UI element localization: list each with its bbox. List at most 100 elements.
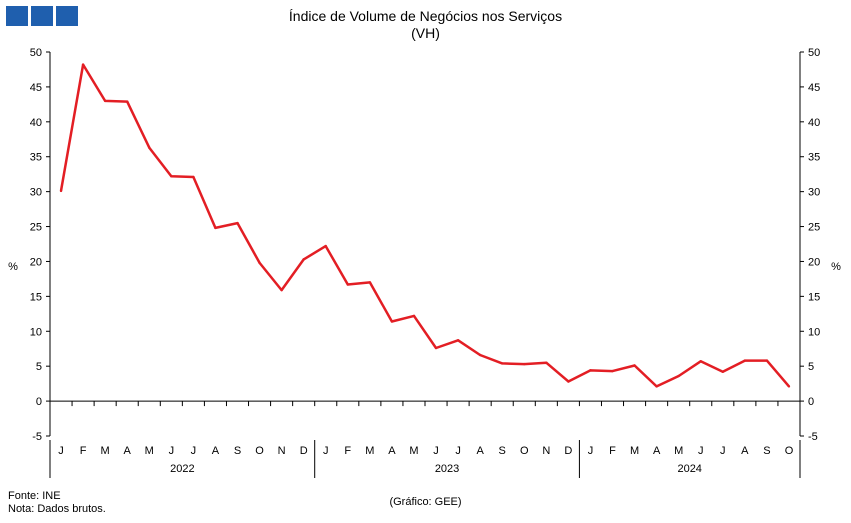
data-point (302, 258, 305, 261)
data-point (699, 360, 702, 363)
data-point (523, 362, 526, 366)
y-tick-label-right: 50 (808, 47, 820, 59)
y-tick-label-left: 40 (30, 117, 42, 129)
x-tick-label: O (255, 445, 264, 457)
data-point (765, 359, 769, 362)
y-tick-label-left: 5 (36, 361, 42, 373)
data-point (280, 288, 283, 292)
brand-logo (6, 6, 78, 26)
y-tick-label-right: 45 (808, 82, 820, 94)
data-point (633, 364, 636, 367)
logo-block (31, 6, 53, 26)
year-label: 2023 (435, 463, 459, 475)
x-tick-label: O (520, 445, 529, 457)
data-point (589, 369, 592, 372)
x-tick-label: M (674, 445, 683, 457)
y-tick-label-left: 30 (30, 187, 42, 199)
y-tick-label-right: 5 (808, 361, 814, 373)
x-tick-label: M (145, 445, 154, 457)
x-tick-label: J (323, 445, 329, 457)
x-tick-label: J (720, 445, 726, 457)
data-point (478, 353, 482, 357)
logo-block (56, 6, 78, 26)
data-point (721, 370, 724, 373)
y-axis-label-right: % (831, 261, 841, 273)
x-tick-label: M (365, 445, 374, 457)
x-tick-label: F (80, 445, 87, 457)
x-tick-label: A (653, 445, 661, 457)
chart-title: Índice de Volume de Negócios nos Serviço… (288, 8, 563, 24)
data-point (545, 361, 548, 364)
x-tick-label: F (609, 445, 616, 457)
x-tick-label: S (234, 445, 241, 457)
data-point (258, 261, 261, 265)
year-label: 2024 (677, 463, 701, 475)
x-tick-label: J (191, 445, 197, 457)
x-tick-label: N (278, 445, 286, 457)
y-tick-label-left: 35 (30, 152, 42, 164)
x-tick-label: M (409, 445, 418, 457)
data-point (434, 346, 438, 350)
data-point (743, 359, 747, 362)
data-point (412, 314, 416, 318)
logo-block (6, 6, 28, 26)
x-tick-label: A (388, 445, 396, 457)
y-tick-label-left: 25 (30, 222, 42, 234)
y-tick-label-right: 10 (808, 326, 820, 338)
y-tick-label-left: 15 (30, 291, 42, 303)
x-tick-label: D (564, 445, 572, 457)
x-tick-label: M (101, 445, 110, 457)
source-note: Fonte: INE (8, 490, 61, 502)
data-point (787, 385, 791, 388)
data-point (148, 146, 151, 149)
y-tick-label-left: 0 (36, 396, 42, 408)
data-point (567, 380, 570, 383)
x-tick-label: J (169, 445, 175, 457)
x-tick-label: F (344, 445, 351, 457)
data-point (103, 99, 107, 103)
data-point (192, 175, 195, 179)
x-tick-label: J (433, 445, 439, 457)
x-tick-label: S (763, 445, 770, 457)
chart-credit: (Gráfico: GEE) (389, 496, 462, 508)
x-axis: J F M A M J J A S O N D J F M A M J J A S O N D J F M A M J J A S O 2022 20… (49, 401, 801, 478)
chart-subtitle: (VH) (411, 25, 440, 41)
data-point (346, 283, 349, 286)
chart-axes (49, 52, 801, 436)
data-note: Nota: Dados brutos. (8, 503, 106, 515)
y-tick-label-left: 50 (30, 47, 42, 59)
x-tick-label: A (212, 445, 220, 457)
x-tick-label: J (455, 445, 461, 457)
y-tick-label-right: 15 (808, 291, 820, 303)
data-point (214, 226, 217, 230)
y-tick-label-left: 45 (30, 82, 42, 94)
y-tick-label-left: 10 (30, 326, 42, 338)
data-point (59, 189, 63, 193)
data-point (501, 362, 504, 365)
data-point (368, 281, 372, 284)
data-point (324, 244, 327, 248)
x-tick-label: A (124, 445, 132, 457)
x-tick-label: A (476, 445, 484, 457)
series-line (59, 63, 790, 388)
data-point (456, 339, 460, 342)
y-tick-label-right: 0 (808, 396, 814, 408)
y-tick-label-right: 30 (808, 187, 820, 199)
x-tick-label: J (58, 445, 64, 457)
data-point (236, 221, 239, 225)
data-point (390, 320, 394, 323)
series-layer (59, 63, 791, 388)
x-tick-label: J (588, 445, 594, 457)
x-tick-label: M (630, 445, 639, 457)
y-axis-label-left: % (8, 261, 18, 273)
x-tick-label: J (698, 445, 704, 457)
data-point (170, 175, 173, 178)
y-tick-label-left: 20 (30, 256, 42, 268)
x-tick-label: O (785, 445, 794, 457)
y-tick-label-right: 35 (808, 152, 820, 164)
y-axis-ticks: -5 -5 0 0 5 5 10 10 15 15 20 20 25 25 30 30 35 35 40 40 45 45… (30, 47, 821, 443)
y-tick-label-right: 40 (808, 117, 820, 129)
y-tick-label-left: -5 (32, 431, 42, 443)
data-point (655, 385, 658, 388)
